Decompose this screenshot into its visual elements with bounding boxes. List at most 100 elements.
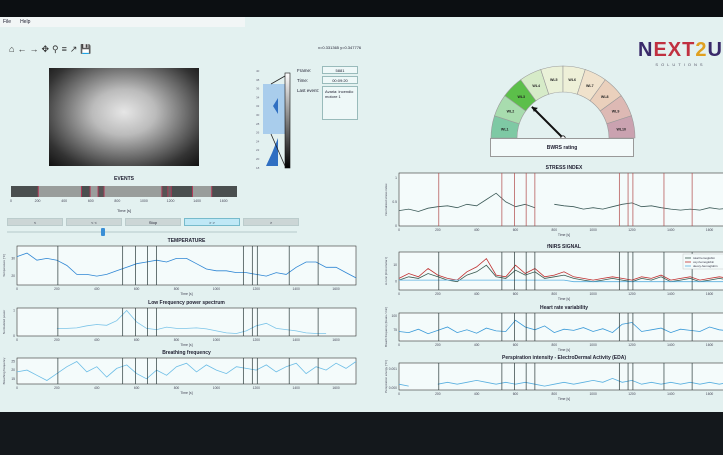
breathing-chart[interactable]: Breathing frequency 15 20 25 0 200 400 600 800 10… — [1, 357, 357, 399]
playback-button-rewind[interactable]: < < — [66, 218, 122, 226]
temperature-xlabel: Time [s] — [180, 292, 192, 296]
histogram-tick: 32 — [256, 104, 260, 108]
menu-file[interactable]: File — [3, 19, 12, 25]
temperature-chart[interactable]: Temperature [°C] 20 30 0 200 400 600 800 1000 120… — [1, 245, 357, 300]
pan-icon[interactable]: ✥ — [41, 44, 50, 54]
histogram-tick: 20 — [256, 157, 260, 161]
eda-xtick: 400 — [474, 392, 480, 396]
event-segment[interactable] — [161, 186, 168, 197]
event-segment[interactable] — [98, 186, 105, 197]
nirs-xtick: 1000 — [589, 292, 597, 296]
stress-xtick: 600 — [513, 228, 519, 232]
stress-ylabel: Normalized stress index — [384, 183, 388, 216]
bwrs-rating-label: BWRS rating — [490, 138, 634, 157]
breathing-xlabel: Time [s] — [180, 391, 192, 395]
save-icon[interactable]: 💾 — [80, 44, 93, 54]
event-segment[interactable] — [167, 186, 172, 197]
last-event-field[interactable]: Avaria: incendio motore 1 — [322, 86, 358, 120]
edit-axes-icon[interactable]: ↗ — [69, 44, 79, 54]
thermal-face-image — [49, 68, 199, 166]
eda-xtick: 1600 — [706, 392, 714, 396]
next2u-logo: NEXT2U SOLUTIONS — [638, 39, 723, 67]
time-field[interactable]: 00:09:20 — [322, 76, 358, 84]
playback-slider-track[interactable] — [7, 231, 297, 233]
lf-series-line — [56, 309, 327, 334]
nirs-ytick: 0 — [395, 280, 397, 284]
temperature-ylabel: Temperature [°C] — [2, 254, 6, 277]
hrv-xlabel: Time [s] — [558, 348, 570, 352]
temperature-xtick: 1200 — [253, 287, 261, 291]
eda-chart[interactable]: Perspiration energy [°C²] 0.000 0.001 0 200 4… — [383, 360, 723, 405]
playback-button-forward[interactable]: > > — [184, 218, 240, 226]
nirs-ylabel: Δ conc [micromolar·l] — [384, 257, 388, 285]
hrv-xtick: 800 — [552, 343, 558, 347]
playback-button-next[interactable]: > — [243, 218, 299, 226]
temperature-ytick: 30 — [11, 256, 15, 260]
breathing-xtick: 600 — [134, 386, 140, 390]
histogram-bars — [266, 98, 278, 166]
hrv-title: Heart rate variability — [539, 305, 589, 311]
breathing-ytick: 20 — [11, 368, 15, 372]
legend-entry: total hemoglobin — [693, 256, 715, 260]
breathing-plot-area — [16, 357, 357, 385]
nirs-xtick: 1600 — [706, 292, 714, 296]
frame-field[interactable]: 5881 — [322, 66, 358, 74]
event-segment[interactable] — [81, 186, 91, 197]
menu-help[interactable]: Help — [20, 19, 31, 25]
lf-chart[interactable]: Normalized power 0 1 0 200 400 600 800 1000 1200 1… — [1, 307, 357, 351]
application-window: File Help ⌂ ← → ✥ ⚲ ≡ ↗ 💾 x=0.331365 y=0.347776 … — [0, 17, 723, 412]
back-arrow-icon[interactable]: ← — [17, 44, 28, 54]
hrv-ytick: 100 — [391, 314, 397, 318]
eda-xtick: 1000 — [589, 392, 597, 396]
breathing-xtick: 200 — [54, 386, 60, 390]
home-icon[interactable]: ⌂ — [9, 44, 16, 54]
colorbar-mapping-lines — [270, 75, 286, 167]
eda-ylabel: Perspiration energy [°C²] — [384, 360, 388, 393]
hrv-plot-area — [398, 312, 723, 342]
stress-xtick: 200 — [435, 228, 441, 232]
histogram-tick: 18 — [256, 166, 260, 170]
nirs-plot-area — [398, 251, 723, 291]
temperature-title: TEMPERATURE — [167, 238, 206, 244]
event-segment[interactable] — [171, 186, 193, 197]
gauge-segment-label: WL9 — [612, 110, 620, 114]
grayscale-colorbar[interactable] — [284, 72, 291, 169]
nirs-series-total-hemoglobin — [398, 264, 723, 283]
time-label: Time: — [297, 78, 309, 83]
histogram-tick: 30 — [256, 113, 260, 117]
eda-xtick: 0 — [398, 392, 400, 396]
playback-slider-thumb[interactable] — [100, 228, 105, 236]
stress-chart[interactable]: Normalized stress index 0 0.5 1 0 200 400 600 80… — [383, 172, 723, 241]
playback-button-prev[interactable]: < — [7, 218, 63, 226]
zoom-icon[interactable]: ⚲ — [51, 44, 60, 54]
stress-xtick: 1400 — [667, 228, 675, 232]
lf-xtick: 1600 — [332, 338, 340, 342]
last-event-label: Last event: — [297, 88, 320, 93]
event-segment[interactable] — [11, 186, 39, 197]
events-timeline[interactable]: 0 200 400 600 800 1000 1200 1400 1600 Time [s] — [8, 184, 244, 216]
configure-subplots-icon[interactable]: ≡ — [61, 44, 68, 54]
breathing-xtick: 1600 — [332, 386, 340, 390]
event-segment[interactable] — [38, 186, 82, 197]
event-tick: 600 — [88, 199, 94, 203]
lf-title: Low Frequency power spectrum — [148, 300, 225, 306]
eda-ytick: 0.000 — [389, 386, 397, 390]
hrv-xtick: 400 — [474, 343, 480, 347]
cursor-coordinates: x=0.331365 y=0.347776 — [318, 45, 362, 50]
event-segment[interactable] — [104, 186, 162, 197]
event-segment[interactable] — [192, 186, 212, 197]
breathing-ylabel: Breathing frequency — [2, 357, 6, 384]
histogram-tick: 28 — [256, 122, 260, 126]
temperature-ytick: 20 — [11, 274, 15, 278]
nirs-xlabel: Time [s] — [558, 297, 570, 301]
playback-button-stop[interactable]: Stop — [125, 218, 181, 226]
histogram-tick: 38 — [256, 78, 260, 82]
breathing-xtick: 800 — [174, 386, 180, 390]
event-segment[interactable] — [90, 186, 99, 197]
event-segment[interactable] — [211, 186, 237, 197]
forward-arrow-icon[interactable]: → — [29, 44, 40, 54]
nirs-xtick: 1200 — [628, 292, 636, 296]
menu-bar: File Help — [0, 17, 245, 27]
